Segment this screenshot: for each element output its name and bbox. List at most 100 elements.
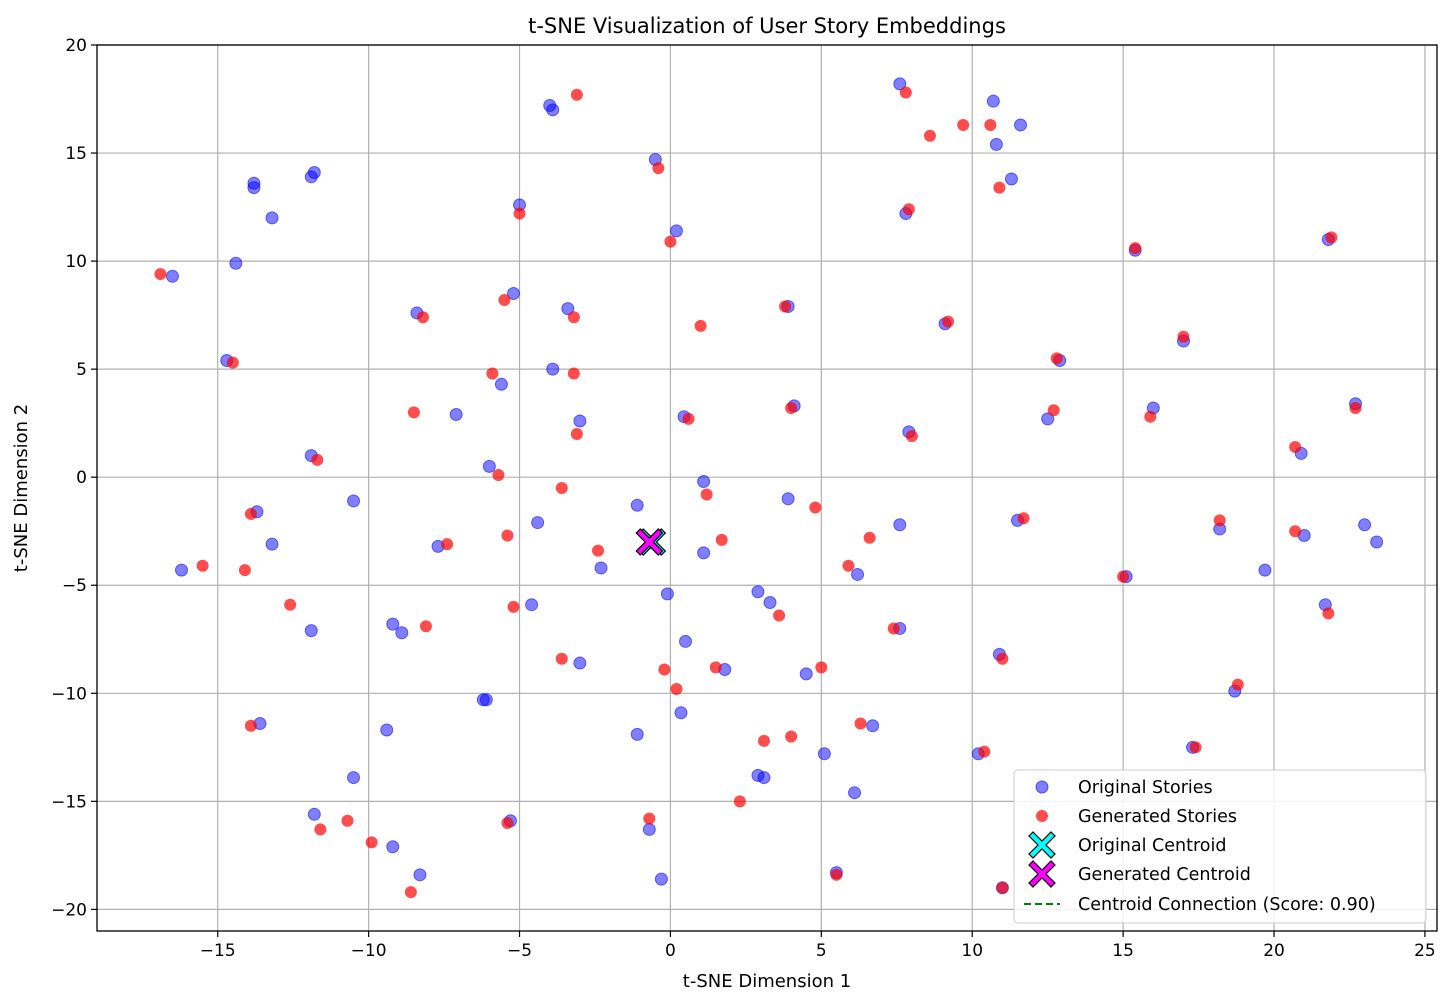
generated-story-point [785, 402, 798, 415]
y-tick-label: −15 [51, 792, 87, 812]
generated-story-point [694, 319, 707, 332]
x-tick-label: 0 [665, 941, 676, 961]
original-story-point [893, 518, 907, 532]
generated-story-point [567, 311, 580, 324]
original-story-point [307, 807, 321, 821]
generated-story-point [555, 482, 568, 494]
original-story-point [546, 362, 560, 376]
original-story-point [1014, 118, 1028, 132]
legend-original-label: Original Stories [1078, 778, 1213, 798]
generated-story-point [773, 609, 786, 622]
generated-story-point [1144, 410, 1157, 423]
x-tick-label: −10 [351, 941, 387, 961]
generated-story-point [567, 367, 580, 380]
x-tick-label: 5 [816, 941, 827, 961]
chart-title: t-SNE Visualization of User Story Embedd… [528, 14, 1006, 38]
generated-story-point [1322, 607, 1335, 620]
legend-connection-label: Centroid Connection (Score: 0.90) [1078, 895, 1376, 915]
generated-story-point [700, 488, 713, 501]
centroid-markers [635, 528, 667, 556]
original-story-point [674, 706, 688, 720]
generated-story-point [899, 86, 912, 99]
original-story-point [630, 727, 644, 741]
original-story-point [757, 771, 771, 785]
original-story-point [395, 626, 409, 640]
generated-story-point [757, 734, 770, 747]
original-story-point [1004, 172, 1018, 186]
generated-story-point [513, 207, 526, 220]
generated-story-point [1177, 330, 1190, 343]
legend-generated-centroid-label: Generated Centroid [1078, 865, 1251, 885]
y-tick-label: 20 [65, 36, 87, 56]
original-story-point [386, 617, 400, 631]
original-story-point [679, 634, 693, 648]
generated-story-point [830, 868, 843, 881]
original-story-point [476, 693, 490, 707]
generated-story-point [341, 814, 354, 827]
generated-stories-series [154, 86, 1362, 899]
generated-story-point [1017, 512, 1030, 525]
original-story-point [986, 94, 1000, 108]
generated-story-point [809, 501, 822, 514]
generated-story-point [591, 544, 604, 557]
original-story-point [229, 256, 243, 270]
y-tick-label: 0 [76, 468, 87, 488]
y-axis-label: t-SNE Dimension 2 [11, 404, 32, 572]
original-story-point [781, 492, 795, 506]
original-story-point [525, 598, 539, 612]
original-story-point [642, 822, 656, 836]
original-story-point [265, 211, 279, 225]
original-story-point [594, 561, 608, 575]
generated-story-point [404, 886, 417, 899]
x-tick-label: 15 [1112, 941, 1134, 961]
generated-story-point [154, 268, 167, 281]
original-story-point [573, 414, 587, 428]
axis-ticks: −15 −10 −5 0 5 10 15 20 25 −20 −15 −10 −5 0 5 10 15 20 [51, 36, 1436, 961]
original-story-point [247, 181, 261, 195]
scatter-points [154, 77, 1384, 899]
generated-story-point [902, 203, 915, 216]
y-tick-label: 15 [65, 144, 87, 164]
legend-generated-centroid-marker [1028, 860, 1056, 888]
generated-story-point [416, 311, 429, 324]
generated-story-point [1050, 352, 1063, 365]
generated-story-point [815, 661, 828, 674]
y-tick-label: −20 [51, 900, 87, 920]
original-story-point [380, 723, 394, 737]
generated-story-point [682, 412, 695, 425]
generated-story-point [715, 533, 728, 546]
generated-story-point [501, 529, 514, 542]
plot-frame [96, 44, 1438, 932]
generated-story-point [996, 652, 1009, 665]
original-story-point [413, 868, 427, 882]
x-tick-label: 25 [1414, 941, 1436, 961]
generated-story-point [238, 564, 251, 577]
x-axis-label: t-SNE Dimension 1 [683, 971, 851, 992]
legend-original-centroid-label: Original Centroid [1078, 836, 1226, 856]
generated-story-point [1129, 242, 1142, 255]
generated-story-point [643, 812, 656, 825]
generated-story-point [923, 129, 936, 142]
generated-story-point [196, 559, 209, 572]
generated-story-point [709, 661, 722, 674]
original-story-point [630, 498, 644, 512]
generated-story-point [842, 559, 855, 572]
generated-story-point [570, 427, 583, 440]
generated-story-point [1213, 514, 1226, 527]
generated-story-point [1325, 231, 1338, 244]
original-story-point [561, 302, 575, 316]
generated-story-point [978, 745, 991, 758]
generated-story-point [498, 293, 511, 306]
original-story-point [654, 872, 668, 886]
original-story-point [573, 656, 587, 670]
generated-story-point [1349, 402, 1362, 415]
original-story-point [506, 287, 520, 301]
generated-story-point [1231, 678, 1244, 691]
generated-story-point [311, 453, 324, 466]
legend-box [1013, 769, 1427, 924]
generated-story-point [664, 235, 677, 248]
original-story-point [175, 563, 189, 577]
original-story-point [697, 475, 711, 489]
generated-story-point [993, 181, 1006, 194]
